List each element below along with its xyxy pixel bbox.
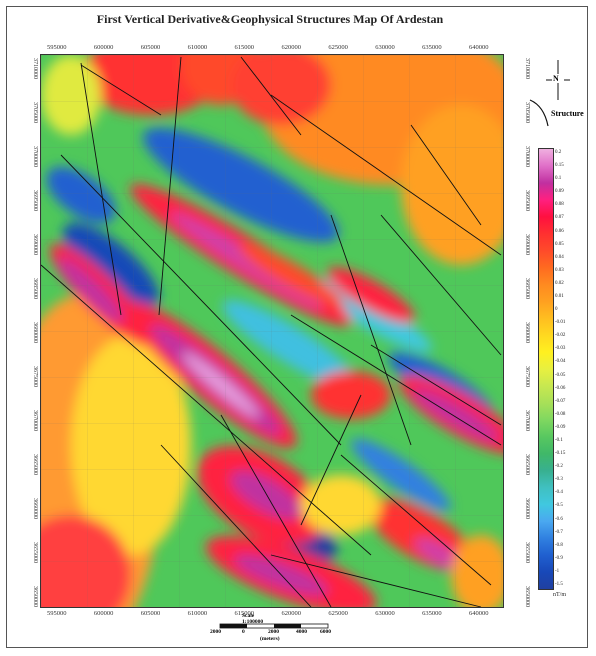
colorbar-label: 0.06 — [555, 228, 564, 234]
top-x-tick: 600000 — [93, 44, 114, 51]
top-x-tick: 595000 — [47, 44, 67, 51]
left-y-tick: 3705000 — [32, 102, 38, 123]
left-y-tick: 3685000 — [32, 278, 38, 299]
colorbar-label: 0.02 — [555, 280, 564, 286]
right-y-tick: 3710000 — [524, 58, 530, 79]
colorbar-label: 0.2 — [555, 150, 562, 155]
scale-label: 2000 — [210, 629, 221, 635]
left-y-tick: 3650000 — [32, 586, 38, 607]
colorbar-label: 0.05 — [555, 241, 564, 247]
colorbar-label: -0.01 — [555, 320, 566, 326]
colorbar-label: -0.05 — [555, 372, 566, 378]
colorbar-label: -0.02 — [555, 333, 566, 339]
scale-label: 2000 — [268, 629, 279, 635]
bottom-x-tick: 610000 — [187, 610, 208, 617]
colorbar-label: -0.3 — [555, 477, 563, 483]
structure-legend-label: Structure — [551, 109, 584, 118]
colorbar-label: 0 — [555, 307, 558, 313]
left-y-tick: 3665000 — [32, 454, 38, 475]
right-y-tick: 3675000 — [524, 366, 530, 387]
left-y-tick: 3690000 — [32, 234, 38, 255]
colorbar-label: -0.09 — [555, 424, 566, 430]
bottom-x-tick: 620000 — [281, 610, 301, 617]
left-y-tick: 3700000 — [32, 146, 38, 167]
scale-label: 4000 — [296, 629, 307, 635]
colorbar-label: -0.04 — [555, 359, 566, 365]
bottom-x-tick: 625000 — [328, 610, 348, 617]
colorbar-label: 0.07 — [555, 215, 564, 221]
bottom-x-tick: 640000 — [469, 610, 489, 617]
colorbar-label: 0.09 — [555, 189, 564, 195]
top-x-tick: 630000 — [375, 44, 395, 51]
right-y-tick: 3685000 — [524, 278, 530, 299]
right-y-tick: 3695000 — [524, 190, 530, 211]
colorbar-label: 0.01 — [555, 294, 564, 299]
right-y-tick: 3700000 — [524, 146, 530, 167]
right-y-tick: 3650000 — [524, 586, 530, 607]
colorbar-label: 0.08 — [555, 202, 564, 208]
colorbar-unit: nT/m — [553, 592, 566, 598]
scale-title: Scale 1:100000 — [242, 613, 264, 625]
top-x-tick: 615000 — [234, 44, 255, 51]
scale-label: 0 — [242, 629, 245, 635]
structure-legend-icon — [529, 99, 549, 127]
colorbar-label: 0.03 — [555, 267, 564, 273]
top-x-tick: 640000 — [469, 44, 489, 51]
north-arrow: N — [543, 60, 573, 102]
map-frame — [6, 6, 588, 648]
bottom-x-tick: 600000 — [93, 610, 114, 617]
colorbar-label: -0.07 — [555, 398, 566, 404]
colorbar-label: -1 — [555, 568, 560, 574]
left-y-tick: 3675000 — [32, 366, 38, 387]
right-y-tick: 3670000 — [524, 410, 530, 431]
map-title: First Vertical Derivative&Geophysical St… — [96, 12, 444, 26]
top-x-tick: 605000 — [140, 44, 161, 51]
colorbar-label: 0.1 — [555, 176, 562, 182]
scale-label: 6000 — [320, 629, 331, 635]
right-y-tick: 3690000 — [524, 234, 530, 255]
colorbar-label: -0.5 — [555, 503, 563, 509]
left-y-tick: 3655000 — [32, 542, 38, 563]
scale-bar-graphic — [219, 623, 329, 629]
colorbar-label: -0.9 — [555, 555, 563, 561]
top-x-tick: 620000 — [281, 44, 301, 51]
left-y-tick: 3670000 — [32, 410, 38, 431]
colorbar-label: -0.7 — [555, 529, 563, 535]
colorbar-label: 0.15 — [555, 163, 564, 169]
top-x-tick: 625000 — [328, 44, 348, 51]
right-y-tick: 3680000 — [524, 322, 530, 343]
bottom-x-tick: 595000 — [47, 610, 67, 617]
colorbar-label: -0.06 — [555, 385, 566, 391]
map-svg — [41, 55, 503, 607]
left-y-tick: 3695000 — [32, 190, 38, 211]
colorbar-label: -0.15 — [555, 451, 566, 457]
right-y-tick: 3660000 — [524, 498, 530, 519]
left-y-tick: 3710000 — [32, 58, 38, 79]
colorbar-label: -0.1 — [555, 438, 563, 443]
colorbar — [538, 148, 554, 590]
north-label: N — [553, 74, 559, 83]
colorbar-label: 0.04 — [555, 254, 564, 260]
colorbar-label: -0.6 — [555, 516, 563, 522]
right-y-tick: 3655000 — [524, 542, 530, 563]
colorbar-label: -0.4 — [555, 490, 563, 496]
top-x-tick: 610000 — [187, 44, 208, 51]
colorbar-label: -0.8 — [555, 542, 563, 548]
colorbar-label: -0.08 — [555, 411, 566, 417]
bottom-x-tick: 635000 — [422, 610, 442, 617]
left-y-tick: 3660000 — [32, 498, 38, 519]
top-x-tick: 635000 — [422, 44, 442, 51]
left-y-tick: 3680000 — [32, 322, 38, 343]
bottom-x-tick: 615000 — [234, 610, 255, 617]
derivative-map — [40, 54, 504, 608]
bottom-x-tick: 605000 — [140, 610, 161, 617]
right-y-tick: 3665000 — [524, 454, 530, 475]
scale-units: (meters) — [260, 636, 280, 642]
structure-lines — [41, 56, 502, 607]
colorbar-label: -0.2 — [555, 464, 563, 470]
bottom-x-tick: 630000 — [375, 610, 395, 617]
colorbar-label: -0.03 — [555, 346, 566, 352]
colorbar-label: -1.5 — [555, 582, 563, 587]
